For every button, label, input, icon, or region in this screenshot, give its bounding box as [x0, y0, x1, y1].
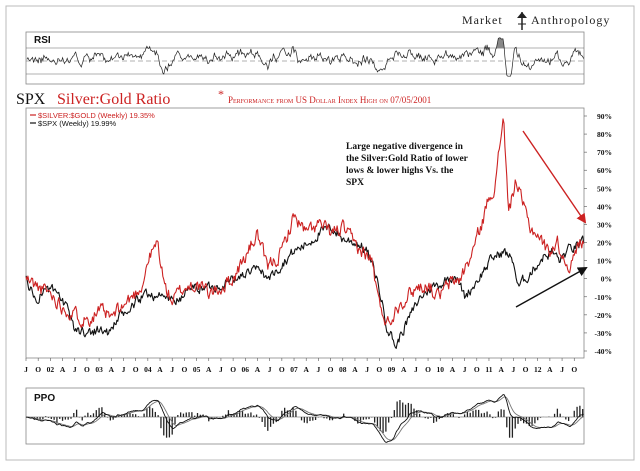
x-tick-label: J	[219, 365, 223, 374]
annotation-line-1: Large negative divergence in	[346, 142, 464, 152]
x-tick-label: A	[450, 365, 456, 374]
y-tick-label: 0%	[601, 275, 612, 284]
x-tick-label: 09	[388, 365, 396, 374]
x-tick-label: 12	[534, 365, 542, 374]
x-tick-label: O	[523, 365, 529, 374]
x-tick-label: J	[73, 365, 77, 374]
y-tick-label: 80%	[597, 130, 612, 139]
series-line-spx	[25, 223, 585, 349]
x-tick-label: J	[24, 365, 28, 374]
series-line-silver-gold	[25, 118, 585, 329]
brand-logo-icon	[517, 12, 527, 30]
x-tick-label: A	[157, 365, 163, 374]
x-tick-label: J	[365, 365, 369, 374]
x-tick-label: A	[255, 365, 261, 374]
legend-entry-silver-gold: $SILVER:$GOLD (Weekly) 19.35%	[38, 111, 155, 120]
x-tick-label: O	[133, 365, 139, 374]
arrow-up-black	[515, 267, 588, 308]
ppo-signal-line	[25, 396, 584, 441]
x-tick-label: A	[401, 365, 407, 374]
y-tick-label: 30%	[597, 220, 612, 229]
y-tick-label: 90%	[597, 112, 612, 121]
x-tick-label: 07	[290, 365, 298, 374]
x-tick-label: 05	[193, 365, 201, 374]
x-axis: J O 02 A J O 03 A J O 04 A J O 05 A J O 06 A J O 07 A J O 08 A J O 09 A…	[24, 358, 577, 374]
x-tick-label: J	[122, 365, 126, 374]
x-tick-label: 06	[242, 365, 250, 374]
y-tick-label: 20%	[597, 239, 612, 248]
x-tick-label: O	[35, 365, 41, 374]
x-tick-label: O	[279, 365, 285, 374]
x-tick-label: A	[352, 365, 358, 374]
x-tick-label: 08	[339, 365, 347, 374]
brand-name-right: Anthropology	[531, 13, 610, 27]
x-tick-label: O	[181, 365, 187, 374]
rsi-overbought-fill-2	[482, 37, 506, 49]
y-tick-label: -20%	[595, 311, 613, 320]
title-silver-gold: Silver:Gold Ratio	[57, 91, 170, 108]
x-tick-label: A	[109, 365, 115, 374]
annotation-line-2: the Silver:Gold Ratio of lower	[346, 154, 469, 164]
annotation: Large negative divergence in the Silver:…	[346, 142, 469, 188]
main-panel: 90% 80% 70% 60% 50% 40% 30% 20% 10% 0% -10% -20% -30…	[24, 107, 612, 374]
title-spx: SPX	[16, 91, 46, 108]
y-tick-label: -30%	[595, 329, 613, 338]
x-tick-label: J	[511, 365, 515, 374]
x-tick-label: J	[268, 365, 272, 374]
x-tick-label: O	[230, 365, 236, 374]
rsi-panel-frame	[25, 31, 585, 85]
x-tick-label: A	[304, 365, 310, 374]
x-tick-label: O	[84, 365, 90, 374]
rsi-panel: RSI	[25, 31, 585, 85]
x-tick-label: 10	[436, 365, 444, 374]
annotation-line-3: lows & lower highs Vs. the	[346, 166, 453, 176]
x-tick-label: O	[328, 365, 334, 374]
x-tick-label: O	[571, 365, 577, 374]
y-tick-label: 40%	[597, 202, 612, 211]
brand-name-left: Market	[462, 13, 503, 27]
y-tick-label: -40%	[595, 347, 613, 356]
title-asterisk: *	[218, 87, 224, 101]
annotation-line-4: SPX	[346, 178, 364, 188]
x-tick-label: J	[317, 365, 321, 374]
x-tick-label: J	[560, 365, 564, 374]
x-tick-label: O	[425, 365, 431, 374]
subtitle: Performance from US Dollar Index High on…	[228, 95, 431, 105]
x-tick-label: J	[463, 365, 467, 374]
arrow-down-red	[522, 130, 587, 224]
x-tick-label: 04	[144, 365, 152, 374]
y-tick-label: -10%	[595, 293, 613, 302]
ppo-line	[25, 394, 584, 443]
rsi-label: RSI	[34, 35, 51, 46]
ppo-label: PPO	[34, 393, 55, 404]
x-tick-label: A	[206, 365, 212, 374]
x-tick-label: 02	[47, 365, 55, 374]
ppo-panel: PPO	[25, 387, 585, 445]
x-tick-label: O	[474, 365, 480, 374]
x-tick-label: O	[376, 365, 382, 374]
y-tick-label: 70%	[597, 148, 612, 157]
y-tick-label: 10%	[597, 257, 612, 266]
x-tick-label: J	[414, 365, 418, 374]
y-tick-label: 60%	[597, 166, 612, 175]
y-tick-label: 50%	[597, 184, 612, 193]
rsi-line	[26, 37, 584, 77]
x-tick-label: 03	[95, 365, 103, 374]
x-tick-label: A	[547, 365, 553, 374]
y-axis: 90% 80% 70% 60% 50% 40% 30% 20% 10% 0% -10% -20% -30…	[584, 112, 612, 356]
x-tick-label: 11	[485, 365, 492, 374]
legend: $SILVER:$GOLD (Weekly) 19.35% $SPX (Week…	[30, 111, 155, 128]
x-tick-label: J	[170, 365, 174, 374]
legend-entry-spx: $SPX (Weekly) 19.99%	[38, 119, 117, 128]
x-tick-label: A	[498, 365, 504, 374]
x-tick-label: A	[60, 365, 66, 374]
